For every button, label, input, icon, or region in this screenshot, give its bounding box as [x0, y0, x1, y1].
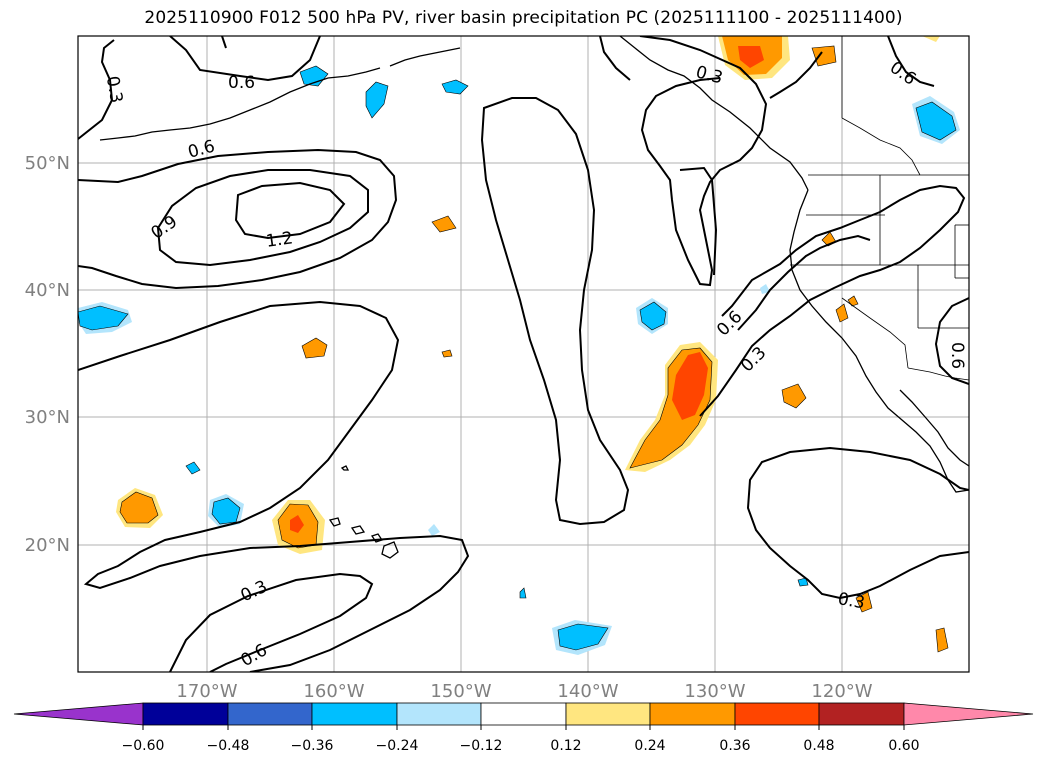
colorbar-bin — [142, 702, 229, 726]
colorbar-label: 0.48 — [803, 738, 834, 754]
contour-label: 0.9 — [148, 212, 182, 244]
colorbar-label: −0.48 — [207, 738, 250, 754]
contour-label: 0.3 — [238, 577, 271, 607]
lon-tick-labels: 170°W 160°W 150°W 140°W 130°W 120°W — [176, 681, 872, 702]
contour-label: 0.6 — [186, 136, 217, 162]
colorbar-bin — [649, 702, 736, 726]
colorbar-label: −0.60 — [122, 738, 165, 754]
colorbar-bin — [396, 702, 482, 726]
colorbar-label: −0.36 — [291, 738, 334, 754]
colorbar-label: 0.12 — [550, 738, 581, 754]
lat-label: 50°N — [25, 153, 70, 174]
graticule — [78, 36, 969, 672]
lat-tick-labels: 50°N 40°N 30°N 20°N — [25, 153, 70, 556]
contour-label: 0.6 — [238, 640, 271, 671]
lat-label: 40°N — [25, 280, 70, 301]
colorbar-label: −0.12 — [460, 738, 503, 754]
colorbar-extend-low — [13, 702, 144, 726]
contour-label: 0.3 — [836, 589, 866, 613]
precip-shading — [78, 36, 960, 655]
lon-label: 130°W — [684, 681, 745, 702]
lat-label: 20°N — [25, 535, 70, 556]
colorbar-bin — [227, 702, 313, 726]
contour-label: 0.6 — [886, 58, 920, 90]
colorbar-bin — [480, 702, 567, 726]
colorbar-bin — [734, 702, 820, 726]
lon-label: 120°W — [811, 681, 872, 702]
colorbar-label: 0.24 — [634, 738, 665, 754]
contour-label: 0.3 — [102, 75, 126, 105]
colorbar-bin — [565, 702, 651, 726]
map-title: 2025110900 F012 500 hPa PV, river basin … — [144, 8, 903, 28]
colorbar-bin — [311, 702, 398, 726]
colorbar-extend-high — [903, 702, 1034, 726]
contour-label: 0.3 — [737, 343, 770, 376]
colorbar-label: −0.24 — [376, 738, 419, 754]
colorbar-ticks — [142, 725, 905, 730]
borders — [790, 36, 969, 381]
lon-label: 140°W — [557, 681, 618, 702]
colorbar-tick-labels: −0.60 −0.48 −0.36 −0.24 −0.12 0.12 0.24 … — [122, 738, 920, 754]
lon-label: 170°W — [176, 681, 237, 702]
contour-label: 0.6 — [713, 307, 746, 340]
colorbar-bin — [818, 702, 905, 726]
colorbar — [13, 702, 1034, 726]
contour-label: 1.2 — [265, 228, 295, 252]
lon-label: 160°W — [303, 681, 364, 702]
shade-red-orange — [672, 352, 708, 420]
contour-label: 0.6 — [947, 342, 967, 369]
lon-label: 150°W — [430, 681, 491, 702]
coastlines — [99, 36, 969, 559]
lat-label: 30°N — [25, 407, 70, 428]
contour-label-group: 0.3 0.6 0.6 0.9 1.2 0.3 0.6 0.6 0.3 0.6 … — [102, 58, 967, 671]
pv-contours — [78, 36, 969, 672]
colorbar-label: 0.36 — [719, 738, 750, 754]
contour-label: 0.3 — [694, 62, 725, 88]
colorbar-label: 0.60 — [888, 738, 919, 754]
map-frame — [77, 35, 970, 673]
contour-label: 0.6 — [228, 73, 255, 93]
